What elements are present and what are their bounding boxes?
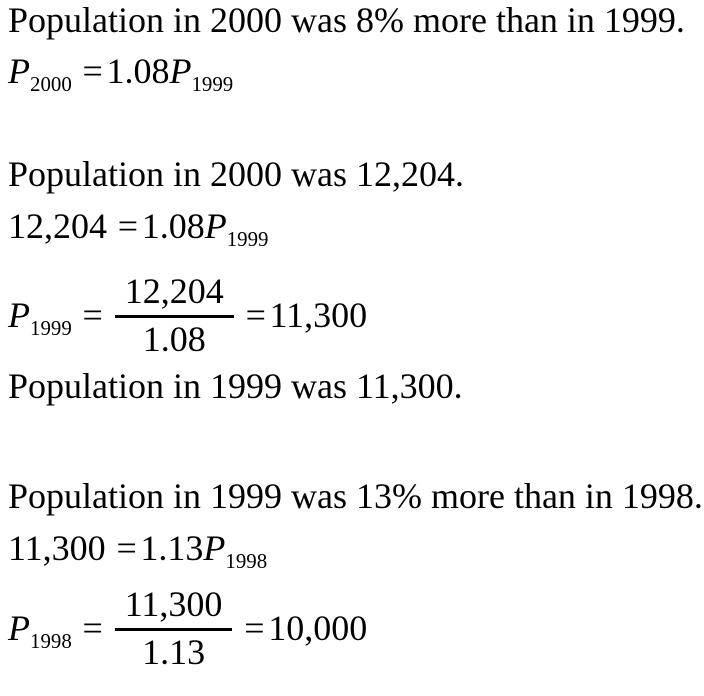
equals-sign: = (82, 608, 103, 648)
equation-p2000: P2000 = 1.08 P1999 (8, 50, 234, 96)
fraction: 11,300 1.13 (114, 584, 233, 672)
fraction-numerator: 11,300 (114, 584, 233, 631)
math-term: P1998 (8, 607, 72, 653)
math-term: P1999 (169, 50, 234, 96)
result-value: 10,000 (268, 608, 368, 648)
equals-sign: = (82, 295, 103, 335)
statement-pop-2000-value: Population in 2000 was 12,204. (8, 154, 464, 194)
conclusion-pop-1999: Population in 1999 was 11,300. (8, 366, 463, 406)
lhs-value: 12,204 (8, 206, 107, 246)
equals-sign: = (245, 295, 266, 335)
equals-sign: = (116, 528, 137, 568)
statement-growth-2000: Population in 2000 was 8% more than in 1… (8, 0, 685, 40)
math-variable: P (204, 206, 227, 246)
equals-sign: = (82, 51, 103, 91)
equation-p1999-fraction: P1999 = 12,204 1.08 = 11,300 (8, 271, 368, 359)
math-subscript: 1999 (191, 71, 234, 96)
equals-sign: = (244, 608, 265, 648)
math-subscript: 1998 (30, 628, 72, 653)
math-variable: P (203, 528, 226, 568)
math-variable: P (169, 51, 192, 91)
coefficient: 1.13 (140, 528, 204, 568)
math-subscript: 1999 (226, 226, 269, 251)
math-term: P1999 (204, 205, 269, 251)
equation-11300: 11,300 = 1.13 P1998 (8, 527, 268, 573)
math-subscript: 1999 (30, 315, 72, 340)
math-term: P1999 (8, 294, 72, 340)
math-term: P2000 (8, 50, 72, 96)
lhs-value: 11,300 (8, 528, 106, 568)
math-variable: P (8, 51, 30, 91)
fraction-denominator: 1.08 (142, 318, 206, 359)
coefficient: 1.08 (106, 51, 170, 91)
fraction-numerator: 12,204 (114, 271, 234, 318)
math-term: P1998 (203, 527, 268, 573)
fraction: 12,204 1.08 (114, 271, 234, 359)
math-variable: P (8, 295, 30, 335)
equals-sign: = (117, 206, 139, 246)
fraction-denominator: 1.13 (142, 631, 206, 672)
statement-growth-1999: Population in 1999 was 13% more than in … (8, 476, 703, 516)
coefficient: 1.08 (141, 206, 205, 246)
equation-12204: 12,204 = 1.08 P1999 (8, 205, 269, 251)
math-subscript: 1998 (225, 548, 268, 573)
math-subscript: 2000 (30, 71, 72, 96)
math-variable: P (8, 608, 30, 648)
result-value: 11,300 (269, 295, 368, 335)
equation-p1998-fraction: P1998 = 11,300 1.13 = 10,000 (8, 584, 368, 672)
